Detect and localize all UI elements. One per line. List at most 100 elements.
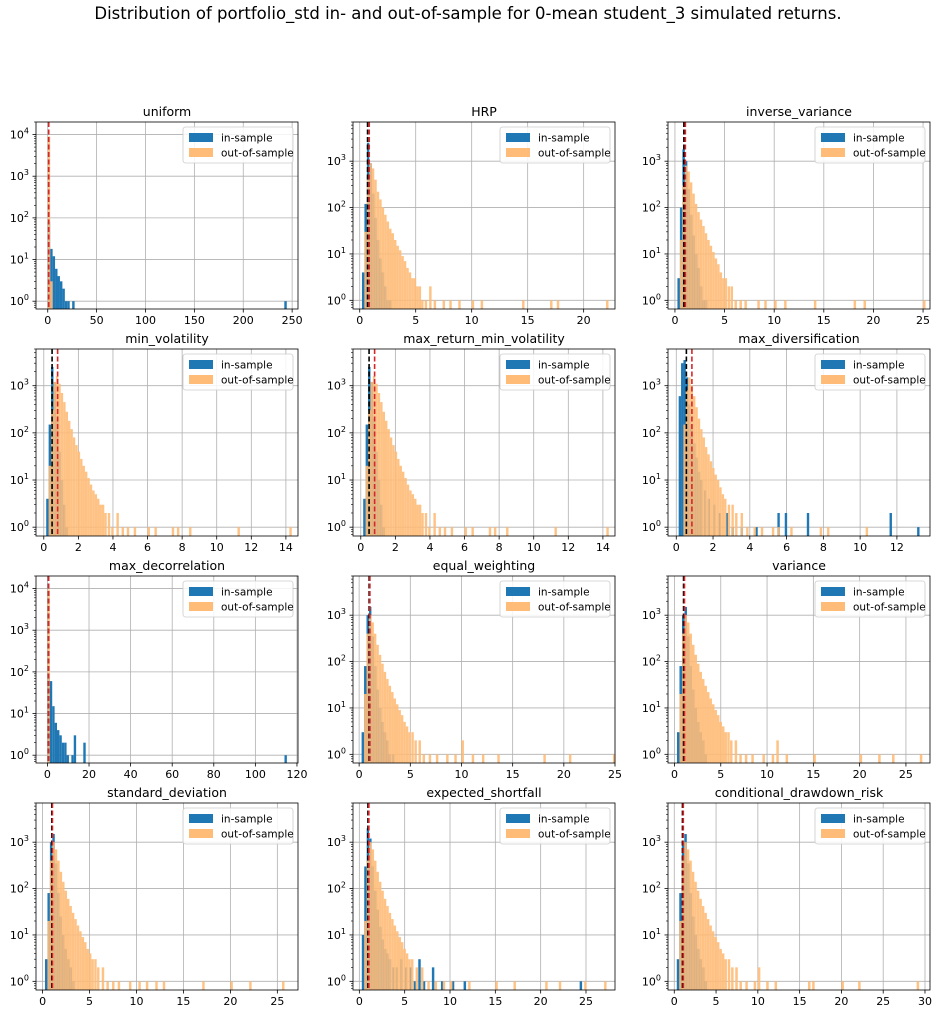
out-of-sample-bar [724,498,727,536]
out-of-sample-bar [84,471,88,536]
out-of-sample-bar [400,715,404,763]
legend-swatch-in-sample [821,133,845,142]
legend: in-sample out-of-sample [182,126,294,164]
out-of-sample-bar [384,214,387,309]
legend: in-sample out-of-sample [182,353,294,391]
out-of-sample-bar [730,286,734,309]
out-of-sample-bar [76,925,80,990]
out-of-sample-bar [701,679,705,763]
out-of-sample-bar [724,278,728,309]
out-of-sample-bar [75,445,78,536]
y-tick-label: 100 [327,292,346,307]
out-of-sample-bar [405,726,409,763]
out-of-sample-bar [378,654,382,763]
out-of-sample-bar [721,953,725,990]
y-tick-label: 102 [327,654,346,669]
legend-swatch-in-sample [506,587,530,596]
out-of-sample-bar [606,527,609,536]
x-tick-label: 2 [710,541,717,554]
out-of-sample-bar [488,527,492,536]
out-of-sample-bar [421,512,424,536]
y-tick-label: 101 [642,700,661,715]
y-tick-label: 103 [10,834,29,849]
out-of-sample-bar [696,663,700,763]
x-tick-label: 5 [407,768,414,781]
in-sample-bar [678,396,682,536]
y-tick-label: 102 [327,200,346,215]
out-of-sample-bar [558,981,562,990]
out-of-sample-bar [696,890,700,990]
y-tick-label: 100 [10,293,29,308]
out-of-sample-bar [69,906,72,990]
x-tick-label: 12 [890,541,904,554]
out-of-sample-bar [550,300,553,309]
out-of-sample-bar [91,959,94,990]
out-of-sample-bar [111,527,114,536]
x-tick-label: 20 [534,995,548,1008]
out-of-sample-bar [740,512,744,536]
x-tick-label: 100 [135,314,156,327]
out-of-sample-bar [418,740,421,763]
in-sample-bar [418,959,421,990]
in-sample-bar [49,681,53,763]
x-tick-label: 30 [918,995,932,1008]
x-tick-label: 8 [496,541,503,554]
x-tick-label: 20 [223,995,237,1008]
out-of-sample-bar [403,721,406,763]
out-of-sample-bar [65,411,68,536]
out-of-sample-bar [398,710,401,763]
x-tick-label: 12 [561,541,575,554]
in-sample-bar [579,981,583,990]
out-of-sample-bar [53,381,56,536]
out-of-sample-bar [689,182,693,309]
out-of-sample-bar [416,504,419,536]
out-of-sample-bar [414,498,417,536]
out-of-sample-bar [411,278,414,309]
x-tick-label: 250 [282,314,303,327]
out-of-sample-bar [99,504,102,536]
subplot-max_diversification: 0 2 4 6 8 10 12 100 101 102 103 max_diversification… [642,331,931,554]
legend-swatch-out-of-sample [189,148,213,157]
out-of-sample-bar [435,754,439,763]
y-tick-label: 103 [642,378,661,393]
out-of-sample-bar [745,981,748,990]
legend-swatch-out-of-sample [189,375,213,384]
y-tick-label: 100 [327,746,346,761]
out-of-sample-bar [374,860,377,990]
y-tick-label: 102 [327,425,346,440]
out-of-sample-bar [722,278,725,309]
out-of-sample-bar [97,967,100,990]
x-tick-label: 20 [853,768,867,781]
x-tick-label: 5 [717,768,724,781]
out-of-sample-bar [289,527,292,536]
subplot-title: HRP [471,104,497,119]
out-of-sample-bar [771,527,775,536]
out-of-sample-bar [719,721,722,763]
y-tick-label: 102 [642,881,661,896]
out-of-sample-bar [128,981,132,990]
x-tick-label: 15 [176,995,190,1008]
y-tick-label: 101 [10,706,29,721]
out-of-sample-bar [66,898,70,990]
x-tick-label: 60 [165,768,179,781]
in-sample-bar [676,959,680,990]
subplot-title: min_volatility [125,331,209,346]
out-of-sample-bar [683,424,686,536]
histogram-bars [47,576,287,763]
out-of-sample-bar [374,179,377,309]
out-of-sample-bar [714,258,718,309]
legend-label-out-of-sample: out-of-sample [538,375,611,387]
out-of-sample-bar [454,754,457,763]
out-of-sample-bar [774,981,778,990]
out-of-sample-bar [121,527,125,536]
x-tick-label: 15 [488,995,502,1008]
x-tick-label: 5 [412,314,419,327]
out-of-sample-bar [126,527,130,536]
out-of-sample-bar [688,377,691,536]
in-sample-bar [62,288,65,309]
legend-swatch-in-sample [189,133,213,142]
x-tick-label: 15 [806,768,820,781]
x-tick-label: 20 [866,314,880,327]
legend: in-sample out-of-sample [499,126,611,164]
